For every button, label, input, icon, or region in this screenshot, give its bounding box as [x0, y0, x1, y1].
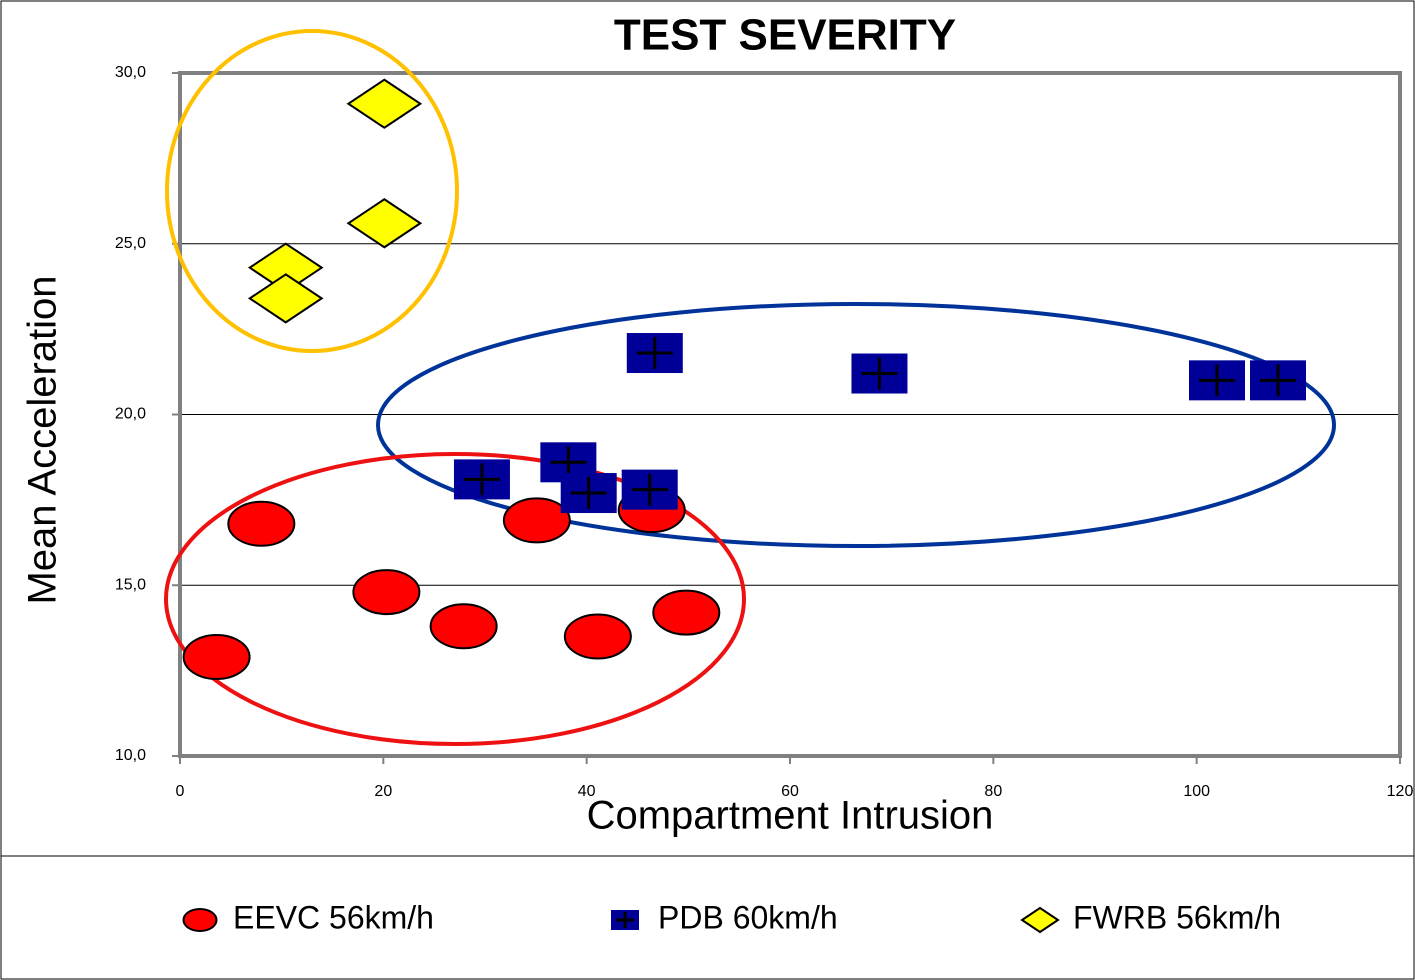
legend-label: FWRB 56km/h — [1073, 899, 1281, 935]
x-axis-label: Compartment Intrusion — [587, 794, 994, 838]
x-tick-label: 60 — [781, 783, 799, 800]
marker — [1250, 360, 1306, 401]
marker — [429, 603, 498, 650]
group-ellipse — [165, 29, 459, 353]
marker — [453, 459, 510, 500]
marker-circle — [182, 633, 251, 680]
marker-diamond — [247, 273, 324, 324]
marker — [611, 910, 639, 930]
x-tick-label: 40 — [578, 783, 596, 800]
group-ellipse — [164, 452, 746, 746]
marker — [346, 198, 423, 249]
y-tick-label: 15,0 — [115, 576, 146, 593]
marker — [626, 333, 683, 374]
marker-diamond — [346, 78, 423, 129]
marker — [851, 353, 908, 394]
marker-circle — [352, 569, 421, 616]
x-tick-label: 100 — [1183, 783, 1210, 800]
marker-diamond — [1020, 906, 1060, 934]
marker-diamond — [346, 198, 423, 249]
marker — [1189, 360, 1245, 401]
marker — [560, 473, 617, 514]
marker — [227, 500, 296, 547]
marker — [352, 569, 421, 616]
marker-circle — [227, 500, 296, 547]
x-tick-label: 0 — [176, 783, 185, 800]
marker — [621, 469, 678, 510]
marker — [247, 273, 324, 324]
x-tick-label: 120 — [1387, 783, 1414, 800]
marker — [346, 78, 423, 129]
y-tick-label: 20,0 — [115, 406, 146, 423]
marker-circle — [652, 589, 721, 636]
y-tick-label: 25,0 — [115, 235, 146, 252]
x-tick-label: 80 — [984, 783, 1002, 800]
marker — [502, 497, 571, 544]
marker — [652, 589, 721, 636]
marker-circle — [182, 908, 218, 932]
marker-circle — [502, 497, 571, 544]
marker-circle — [563, 613, 632, 660]
legend-label: PDB 60km/h — [658, 899, 838, 935]
legend: EEVC 56km/h PDB 60km/h FWRB 56km/h — [182, 899, 1281, 935]
marks — [182, 78, 1306, 680]
y-axis-label: Mean Acceleration — [21, 275, 65, 604]
marker — [182, 633, 251, 680]
group-ellipse — [376, 302, 1336, 548]
marker — [182, 908, 218, 932]
x-tick-label: 20 — [374, 783, 392, 800]
chart-title: TEST SEVERITY — [614, 11, 956, 60]
marker-circle — [429, 603, 498, 650]
marker — [563, 613, 632, 660]
y-tick-label: 10,0 — [115, 747, 146, 764]
marker — [1020, 906, 1060, 934]
y-tick-label: 30,0 — [115, 64, 146, 81]
legend-label: EEVC 56km/h — [233, 899, 434, 935]
